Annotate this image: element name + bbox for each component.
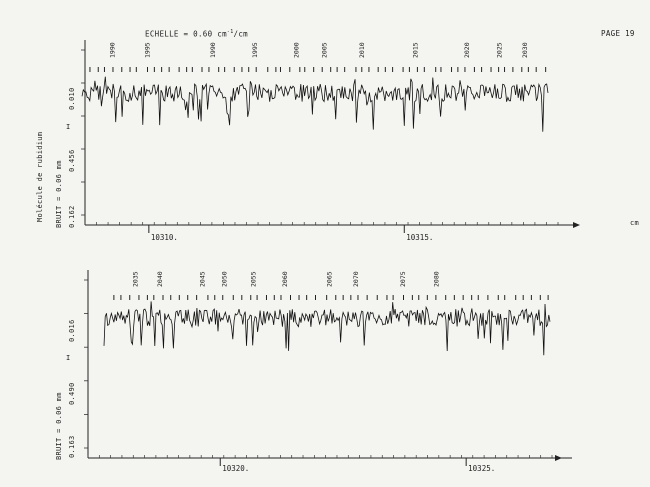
panel2-axis-arrow — [555, 455, 562, 461]
echelle-value: 0.60 — [193, 29, 213, 39]
echelle-label: ECHELLE = 0.60 cm-1/cm — [145, 29, 248, 39]
panel1-intensity-label: I — [66, 123, 71, 131]
panel1-line-number: 1990 — [209, 42, 217, 58]
panel2-line-number: 2070 — [352, 271, 360, 287]
echelle-unit: cm — [217, 29, 227, 39]
panel2-line-number: 2060 — [281, 271, 289, 287]
panel1-line-number: 1995 — [144, 42, 152, 58]
echelle-exponent: -1 — [226, 29, 234, 35]
panel2-line-number: 2080 — [433, 271, 441, 287]
panel2-intensity-label: I — [66, 354, 71, 362]
panel2-line-number: 2055 — [250, 271, 258, 287]
panel2-line-number: 2040 — [156, 271, 164, 287]
panel1-line-number: 2005 — [321, 42, 329, 58]
echelle-suffix: /cm — [233, 29, 248, 39]
panel2-line-number: 2035 — [131, 271, 139, 287]
panel1-axis-arrow — [573, 222, 580, 228]
panel1-x-label: 10315. — [406, 233, 433, 242]
panel1-line-number: 2030 — [521, 42, 529, 58]
panel1-line-number: 2010 — [358, 42, 366, 58]
echelle-label-text: ECHELLE = — [145, 29, 189, 39]
panel2-line-number: 2075 — [399, 271, 407, 287]
panel2-x-label: 10325. — [468, 464, 495, 473]
panel2-line-number: 2045 — [198, 271, 206, 287]
panel1-line-number: 1995 — [251, 42, 259, 58]
panel1-line-number: 2015 — [412, 42, 420, 58]
page-number: PAGE 19 — [601, 29, 635, 38]
panel2-line-number: 2050 — [221, 271, 229, 287]
panel1-spectrum-trace — [81, 76, 549, 132]
panel1-x-label: 10310. — [151, 233, 178, 242]
panel2-line-number: 2065 — [325, 271, 333, 287]
panel1-line-number: 1990 — [109, 42, 117, 58]
panel1-line-number: 2020 — [463, 42, 471, 58]
panel2-spectrum-trace — [103, 301, 551, 356]
panel1-unit-label: cm — [630, 219, 640, 227]
panel1-line-number: 2025 — [495, 42, 503, 58]
panel2-x-label: 10320. — [222, 464, 249, 473]
panel1-line-number: 2000 — [293, 42, 301, 58]
